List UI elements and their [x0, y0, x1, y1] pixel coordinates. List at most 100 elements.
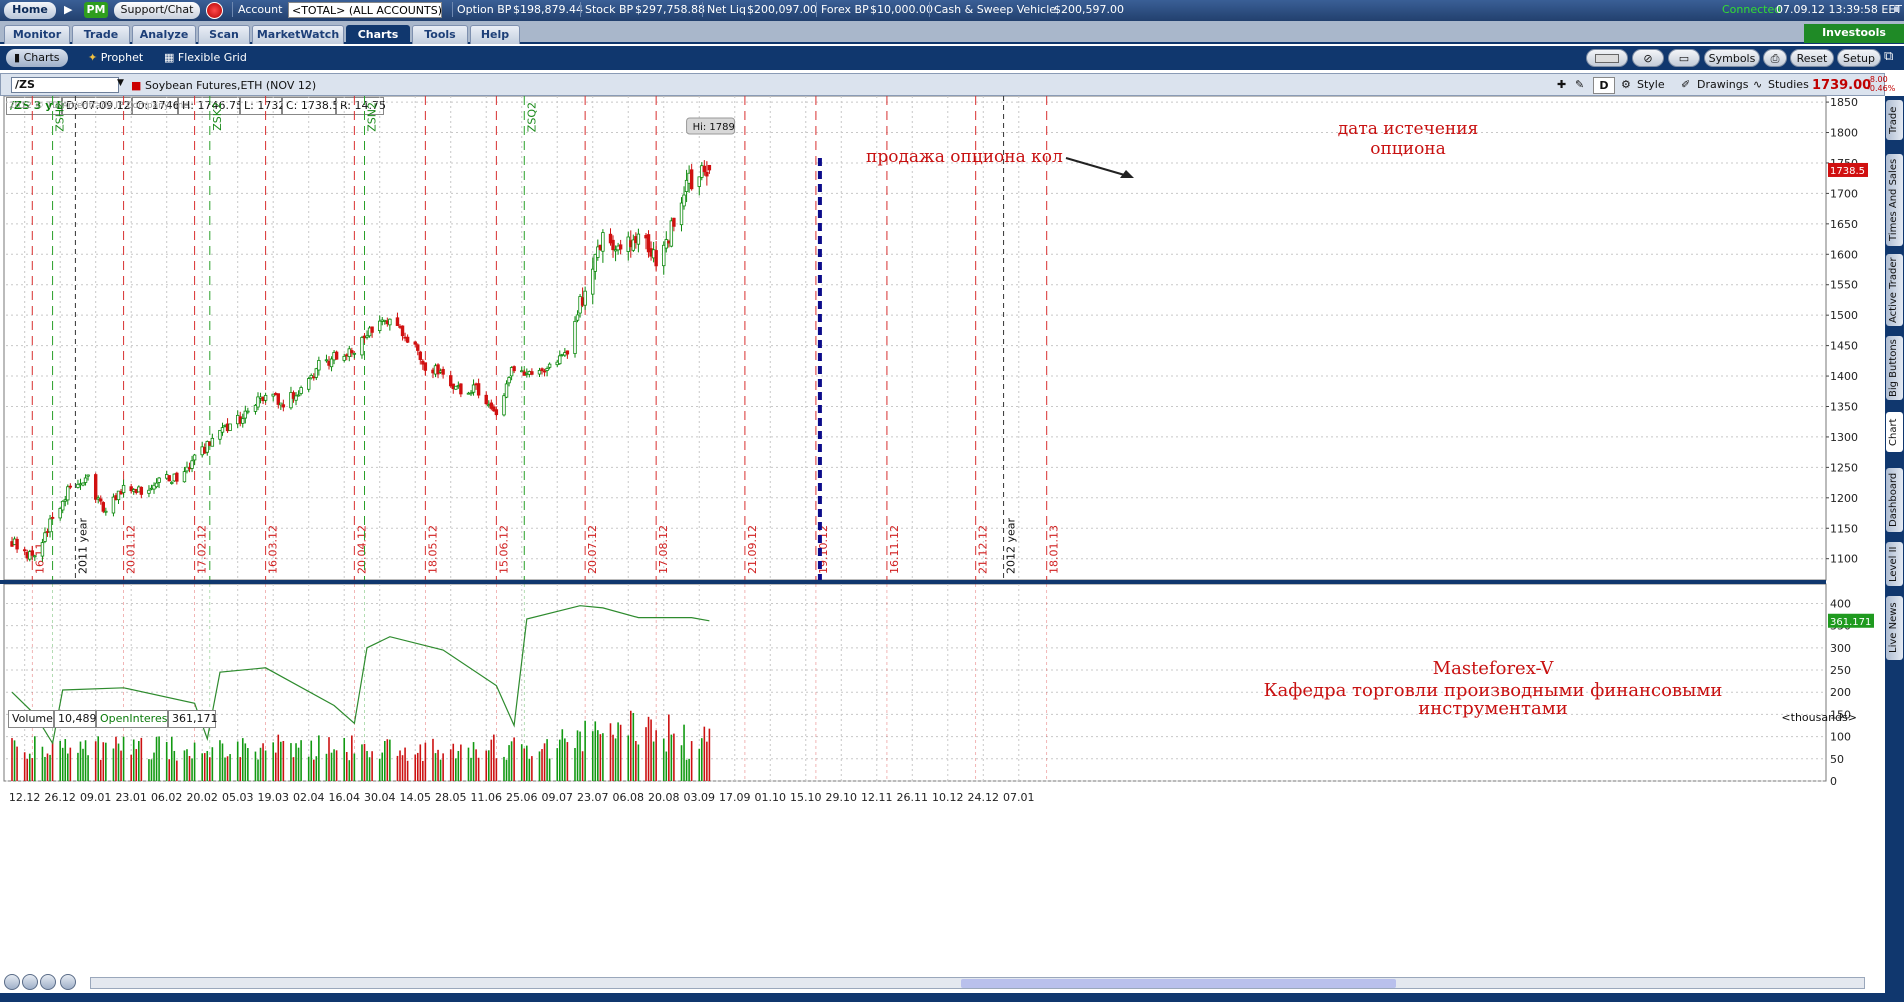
print-icon: ⎙: [1770, 52, 1780, 65]
copyright-text: 2012 © TD Ameritrade IP Company, Inc.: [9, 101, 191, 111]
rail-chart[interactable]: Chart: [1886, 412, 1903, 452]
volume-label: Volume: [8, 710, 54, 728]
tab-analyze[interactable]: Analyze: [132, 25, 196, 44]
hi-label-bg: [686, 117, 736, 135]
tab-trade[interactable]: Trade: [72, 25, 130, 44]
date-tick-label: 23.01: [115, 791, 147, 804]
candle-body: [246, 410, 250, 413]
marker-label: 18.05.12: [426, 525, 439, 574]
tab-scan[interactable]: Scan: [198, 25, 250, 44]
date-tick-label: 20.08: [648, 791, 680, 804]
volume-tick-label: 300: [1830, 642, 1851, 655]
candle-body: [436, 364, 440, 375]
cash-label: Cash & Sweep Vehicle: [934, 3, 1057, 16]
candle-body: [601, 232, 605, 252]
candle-body: [314, 368, 319, 378]
info-low: L: 1732: [240, 97, 285, 115]
subtab-charts[interactable]: ▮ Charts: [6, 49, 68, 67]
candle-body: [116, 490, 121, 501]
chevron-down-icon[interactable]: ▼: [117, 78, 124, 88]
price-tick-label: 1250: [1830, 461, 1858, 474]
investools-button[interactable]: Investools: [1804, 24, 1904, 43]
account-label: Account: [238, 3, 283, 16]
setup-button[interactable]: Setup: [1837, 49, 1881, 67]
zoom-out-icon[interactable]: [40, 974, 56, 990]
rail-dashboard[interactable]: Dashboard: [1886, 468, 1903, 532]
open-interest-line: [11, 605, 710, 745]
rail-level-ii[interactable]: Level II: [1886, 542, 1903, 586]
price-tick-label: 1300: [1830, 431, 1858, 444]
home-button[interactable]: Home: [4, 2, 56, 19]
window-button[interactable]: ▭: [1668, 49, 1700, 67]
style-icon[interactable]: ⚙: [1621, 78, 1631, 91]
symbols-button[interactable]: Symbols: [1704, 49, 1760, 67]
layout-selector[interactable]: [1586, 49, 1628, 67]
pan-icon[interactable]: [4, 974, 20, 990]
candle-body: [15, 538, 19, 550]
rail-big-buttons[interactable]: Big Buttons: [1886, 336, 1903, 400]
support-chat-button[interactable]: Support/Chat: [114, 2, 200, 19]
horizontal-scrollbar[interactable]: [90, 977, 1865, 989]
reset-button[interactable]: Reset: [1790, 49, 1834, 67]
pm-button[interactable]: PM: [84, 2, 108, 18]
candle-body: [471, 384, 476, 393]
candle-body: [418, 351, 422, 360]
window-icon: ▭: [1678, 52, 1690, 65]
link-button[interactable]: ⊘: [1632, 49, 1664, 67]
candle-body: [707, 165, 712, 171]
account-select[interactable]: <TOTAL> (ALL ACCOUNTS): [288, 2, 442, 18]
aggregation-button[interactable]: D: [1593, 77, 1615, 94]
candle-body: [494, 409, 499, 416]
drawings-button[interactable]: Drawings: [1697, 78, 1749, 91]
candle-body: [299, 387, 303, 394]
tool-icon[interactable]: ✎: [1575, 78, 1585, 91]
chevron-right-icon[interactable]: ▶: [64, 3, 73, 16]
window-control-icon[interactable]: ▪: [1893, 2, 1901, 15]
tab-monitor[interactable]: Monitor: [4, 25, 70, 44]
candle-body: [697, 176, 701, 187]
rail-times-and-sales[interactable]: Times And Sales: [1886, 154, 1903, 246]
candle-body: [86, 474, 90, 477]
studies-button[interactable]: Studies: [1768, 78, 1809, 91]
subtab-flexible-grid[interactable]: ▦ Flexible Grid: [164, 49, 247, 67]
price-flag: 1738.5: [1830, 166, 1865, 177]
undock-icon[interactable]: ⧉: [1884, 49, 1894, 64]
candle-body: [152, 484, 156, 490]
drawings-icon[interactable]: ✐: [1681, 78, 1691, 91]
marker-label: ZSH2: [54, 102, 67, 132]
alert-icon[interactable]: [206, 2, 223, 19]
candle-body: [489, 402, 494, 409]
candle-body: [228, 423, 232, 431]
candle-body: [218, 429, 222, 440]
tab-tools[interactable]: Tools: [412, 25, 468, 44]
date-tick-label: 28.05: [435, 791, 467, 804]
tab-charts[interactable]: Charts: [346, 25, 410, 44]
scrollbar-thumb[interactable]: [961, 979, 1396, 988]
candle-body: [324, 359, 329, 362]
print-button[interactable]: ⎙: [1763, 49, 1787, 67]
style-button[interactable]: Style: [1637, 78, 1665, 91]
symbol-input[interactable]: /ZS: [11, 77, 119, 93]
marker-label: ZSQ2: [525, 102, 538, 132]
marker-label: 17.08.12: [657, 525, 670, 574]
date-tick-label: 24.12: [968, 791, 1000, 804]
candle-body: [646, 234, 651, 253]
symbol-bar: /ZS ▼ ■ Soybean Futures,ETH (NOV 12) ✚ ✎…: [0, 73, 1895, 96]
rail-trade[interactable]: Trade: [1886, 100, 1903, 140]
subtab-prophet[interactable]: ✦ Prophet: [88, 49, 143, 67]
rail-active-trader[interactable]: Active Trader: [1886, 254, 1903, 326]
date-tick-label: 10.12: [932, 791, 964, 804]
tab-marketwatch[interactable]: MarketWatch: [252, 25, 344, 44]
crosshair-icon[interactable]: ✚: [1557, 78, 1567, 91]
zoom-in-icon[interactable]: [22, 974, 38, 990]
candle-body: [504, 383, 509, 398]
studies-icon[interactable]: ∿: [1753, 78, 1763, 91]
tab-help[interactable]: Help: [470, 25, 520, 44]
date-tick-label: 19.03: [257, 791, 289, 804]
hand-icon[interactable]: [60, 974, 76, 990]
rail-live-news[interactable]: Live News: [1886, 596, 1903, 660]
marker-label: 21.09.12: [746, 525, 759, 574]
info-range: R: 14.75: [336, 97, 386, 115]
